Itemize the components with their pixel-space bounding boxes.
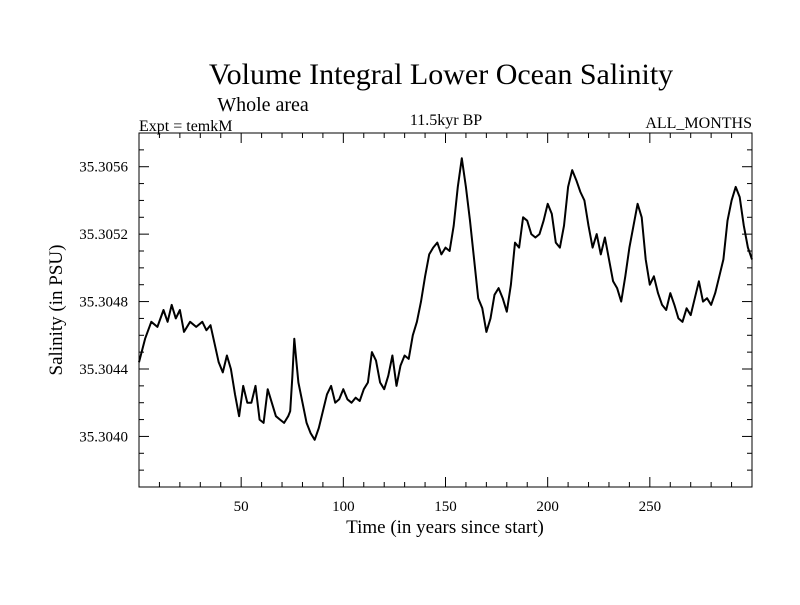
x-tick-label: 250 — [639, 499, 662, 515]
chart-subtitle: Whole area — [217, 94, 309, 116]
y-axis-label: Salinity (in PSU) — [46, 245, 67, 376]
axis-ticks: 50 100 150 200 250 35.3040 35.3044 35.3048 35.30… — [79, 133, 752, 515]
x-tick-label: 100 — [332, 499, 355, 515]
series-layer — [138, 157, 753, 441]
x-tick-label: 150 — [434, 499, 457, 515]
annotation-left: Expt = temkM — [139, 118, 232, 135]
x-tick-label: 200 — [536, 499, 559, 515]
y-tick-label: 35.3056 — [79, 160, 128, 176]
y-tick-label: 35.3044 — [79, 362, 128, 378]
chart-title: Volume Integral Lower Ocean Salinity — [209, 58, 673, 91]
y-tick-label: 35.3040 — [79, 429, 128, 445]
x-axis-label: Time (in years since start) — [346, 517, 544, 538]
y-tick-label: 35.3048 — [79, 295, 128, 311]
y-tick-label: 35.3052 — [79, 227, 128, 243]
salinity-series-line — [138, 157, 753, 441]
annotation-center: 11.5kyr BP — [410, 112, 482, 129]
x-tick-label: 50 — [234, 499, 249, 515]
annotation-right: ALL_MONTHS — [645, 115, 752, 132]
